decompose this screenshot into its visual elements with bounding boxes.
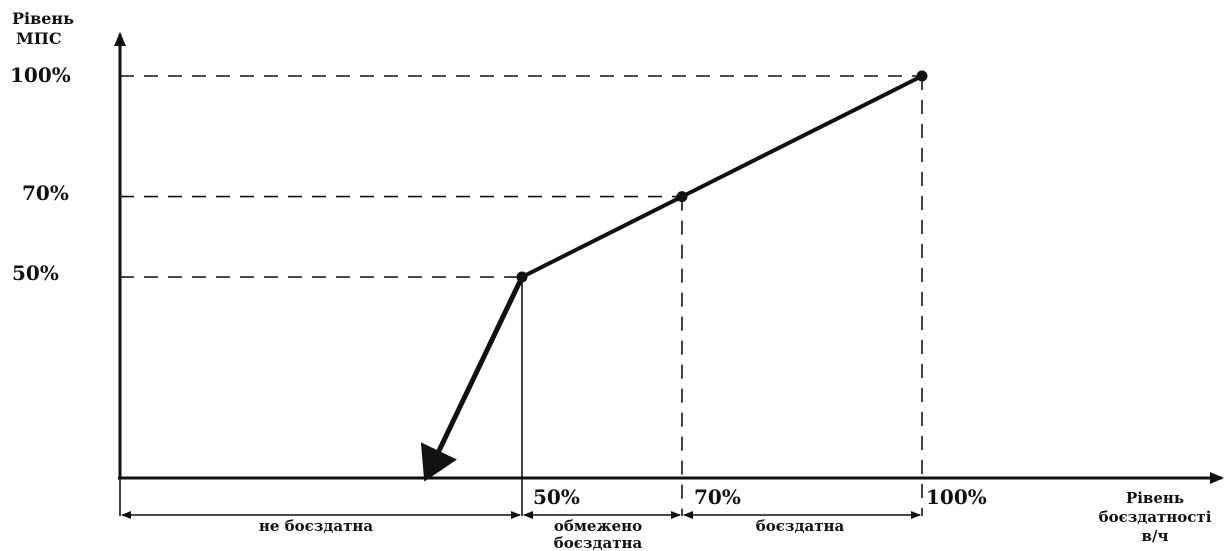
series-line (420, 74, 923, 482)
data-point-50 (516, 271, 528, 283)
x-tick-label-70: 70% (694, 485, 741, 509)
x-axis-label-line-1: Рівень (1126, 489, 1184, 507)
decline-arrow (420, 275, 525, 482)
guide-lines (119, 75, 923, 516)
data-point-70 (676, 191, 688, 203)
y-tick-label-70: 70% (22, 181, 69, 205)
y-axis-label-line-1: Рівень (12, 9, 74, 28)
series-polyline (521, 74, 923, 279)
y-tick-label-50: 50% (12, 261, 59, 285)
x-axis-label-line-2: боєздатності (1099, 508, 1212, 526)
data-points (516, 70, 928, 283)
zone-label-limited-line-2: боєздатна (554, 534, 643, 551)
zone-label-limited-line-1: обмежено (554, 517, 642, 535)
x-tick-label-100: 100% (926, 485, 987, 509)
y-tick-label-100: 100% (10, 63, 71, 87)
y-axis-label-line-2: МПС (16, 29, 62, 48)
zone-label-not-combat-ready: не боєздатна (259, 517, 373, 535)
zone-label-combat-ready: боєздатна (756, 517, 845, 535)
x-axis-label-line-3: в/ч (1142, 527, 1169, 545)
x-tick-label-50: 50% (533, 485, 580, 509)
data-point-100 (916, 70, 928, 82)
